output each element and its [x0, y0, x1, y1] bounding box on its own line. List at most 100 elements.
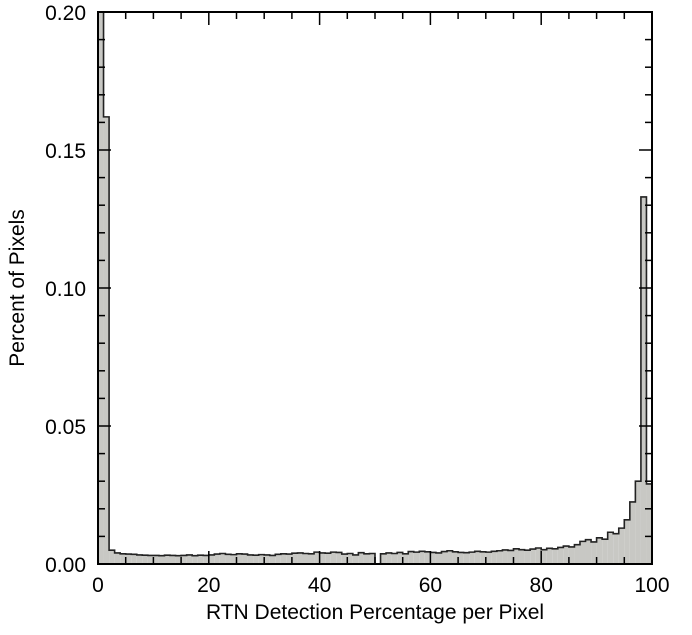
histogram-bar: [341, 554, 348, 564]
histogram-bar: [308, 553, 315, 564]
y-tick-label: 0.15: [45, 140, 86, 163]
x-tick-label: 80: [530, 574, 553, 597]
histogram-bar: [297, 552, 303, 564]
histogram-bar: [208, 554, 215, 564]
histogram-bar: [103, 116, 110, 564]
histogram-bar: [640, 196, 647, 565]
histogram-bar: [524, 550, 531, 564]
histogram-bar: [236, 553, 243, 564]
histogram-bar: [618, 528, 625, 564]
histogram-bar: [491, 551, 497, 564]
histogram-bar: [435, 552, 442, 564]
histogram-bar: [447, 550, 453, 564]
histogram-bar: [552, 548, 558, 564]
histogram-bar: [192, 555, 198, 564]
histogram-bar: [402, 553, 409, 564]
histogram-bar: [474, 551, 481, 564]
plot-frame: [97, 11, 653, 565]
histogram-bar: [170, 555, 176, 564]
histogram-bar: [430, 552, 436, 564]
histogram-bar: [347, 553, 353, 564]
histogram-bar: [391, 553, 398, 564]
histogram-bar: [458, 552, 464, 564]
histogram-bar: [635, 481, 641, 564]
histogram-bar: [291, 553, 298, 564]
x-tick-label: 100: [634, 574, 669, 597]
histogram-bar: [269, 555, 276, 564]
histogram-bar: [125, 554, 132, 564]
histogram-bar: [469, 552, 475, 564]
histogram-bar: [264, 554, 270, 564]
histogram-bar: [413, 552, 420, 564]
histogram-bar: [142, 555, 148, 564]
axis-ticks: [97, 11, 653, 565]
histogram-bar: [596, 537, 603, 564]
histogram-bar: [181, 555, 187, 564]
histogram-bar: [109, 550, 115, 564]
histogram-bar: [325, 553, 331, 564]
histogram-bar: [158, 555, 165, 564]
histogram-bar: [120, 553, 126, 564]
y-tick-label: 0.05: [45, 416, 86, 439]
x-axis-title: RTN Detection Percentage per Pixel: [206, 601, 544, 624]
histogram-bar: [386, 552, 392, 564]
histogram-bar: [380, 553, 387, 564]
histogram-bar: [197, 555, 204, 564]
histogram-bar: [441, 551, 448, 564]
histogram-bar: [579, 541, 586, 564]
histogram-bar: [419, 551, 425, 564]
histogram-bar: [147, 555, 154, 564]
histogram-bar: [230, 554, 237, 564]
histogram-bar: [280, 553, 287, 564]
histogram-bar: [557, 547, 564, 564]
histogram-bar: [424, 551, 431, 564]
histogram-bar: [214, 554, 220, 564]
y-tick-labels: 0.00 0.05 0.10 0.15 0.20: [45, 2, 86, 577]
histogram-bar: [302, 553, 309, 564]
x-tick-labels: 0 20 40 60 80 100: [92, 574, 669, 597]
histogram-bar: [136, 554, 143, 564]
histogram-bar: [568, 546, 575, 564]
y-tick-label: 0.10: [45, 278, 86, 301]
histogram-bar: [203, 555, 209, 564]
histogram-bar: [131, 554, 137, 564]
histogram-bar: [519, 549, 525, 564]
histogram-bar: [186, 554, 193, 564]
histogram-bar: [480, 551, 486, 564]
histogram-outline: [97, 11, 653, 565]
histogram-bar: [369, 553, 375, 564]
histogram-bar: [336, 552, 342, 564]
histogram-bar: [452, 551, 459, 564]
histogram-bar: [546, 548, 553, 564]
x-tick-label: 40: [308, 574, 331, 597]
histogram-bar: [585, 539, 592, 564]
histogram-bar: [275, 554, 281, 564]
histogram-bar: [607, 532, 614, 564]
y-tick-label: 0.00: [45, 554, 86, 577]
histogram-bar: [591, 541, 597, 564]
histogram-bars: [98, 12, 652, 565]
x-tick-label: 60: [419, 574, 442, 597]
histogram-bar: [530, 549, 536, 564]
histogram-bar: [286, 554, 292, 564]
histogram-bar: [397, 552, 403, 564]
histogram-bar: [563, 546, 569, 564]
histogram-bar: [485, 552, 492, 564]
histogram-bar: [175, 555, 182, 564]
histogram-bar: [314, 552, 320, 564]
x-tick-label: 20: [197, 574, 220, 597]
histogram-bar: [330, 552, 337, 564]
histogram-bar: [574, 544, 580, 564]
histogram-bar: [502, 549, 508, 564]
histogram-bar: [219, 553, 226, 564]
histogram-bar: [352, 554, 359, 564]
histogram-bar: [358, 552, 364, 564]
histogram-bar: [247, 554, 254, 564]
histogram-bar: [164, 555, 171, 564]
histogram-bar: [602, 539, 608, 564]
histogram-bar: [629, 501, 636, 564]
histogram-bar: [624, 519, 630, 564]
y-tick-label: 0.20: [45, 2, 86, 25]
histogram-bar: [363, 553, 370, 564]
histogram-bar: [646, 483, 652, 564]
